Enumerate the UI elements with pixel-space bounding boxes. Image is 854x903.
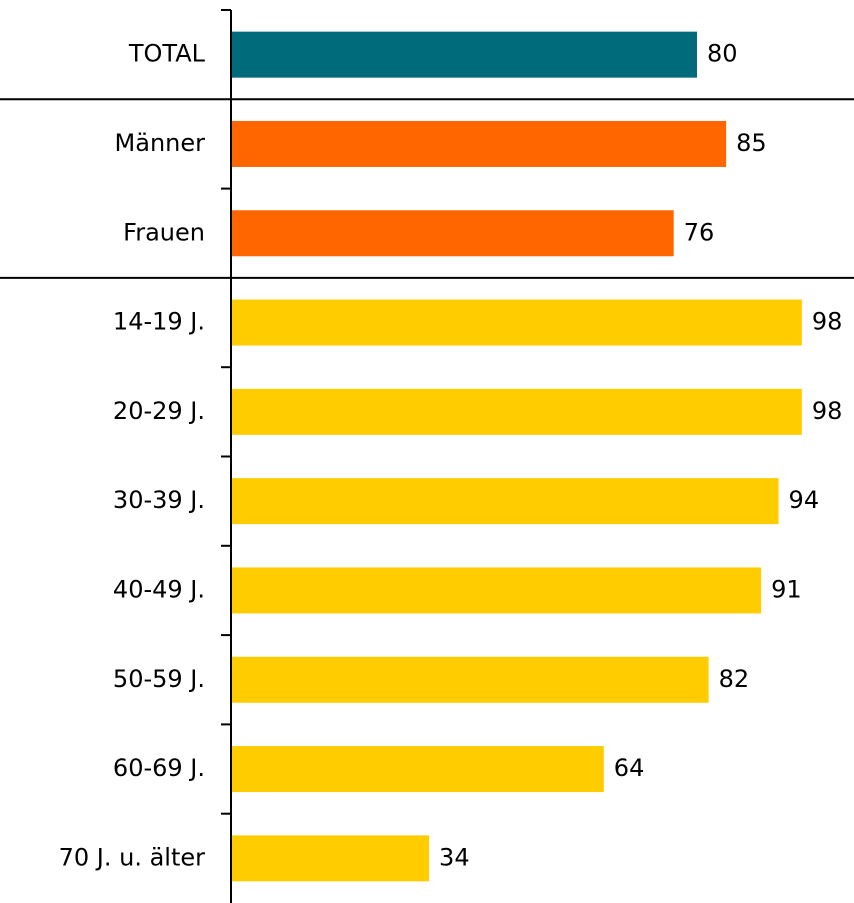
bar (231, 120, 727, 167)
y-tick-label: 70 J. u. älter (59, 843, 206, 871)
bar (231, 835, 430, 882)
data-label: 98 (812, 308, 843, 336)
bar (231, 746, 604, 793)
data-label: 34 (439, 843, 470, 871)
bar (231, 299, 802, 346)
data-label: 76 (684, 218, 715, 246)
y-tick-label: Männer (115, 129, 206, 157)
bar (231, 388, 802, 435)
bar (231, 478, 779, 525)
data-label: 64 (614, 754, 645, 782)
bar (231, 31, 697, 78)
data-label: 80 (707, 40, 738, 68)
bar (231, 567, 762, 614)
data-label: 94 (789, 486, 820, 514)
bar (231, 656, 709, 703)
y-tick-label: 14-19 J. (113, 308, 205, 336)
bar (231, 210, 674, 257)
y-tick-label: Frauen (123, 218, 205, 246)
data-label: 98 (812, 397, 843, 425)
data-label: 82 (719, 665, 750, 693)
y-tick-label: 40-49 J. (113, 575, 205, 603)
y-tick-label: 50-59 J. (113, 665, 205, 693)
y-tick-label: TOTAL (128, 40, 206, 68)
y-tick-label: 60-69 J. (113, 754, 205, 782)
y-tick-label: 30-39 J. (113, 486, 205, 514)
data-label: 85 (736, 129, 767, 157)
y-tick-label: 20-29 J. (113, 397, 205, 425)
data-label: 91 (771, 575, 802, 603)
